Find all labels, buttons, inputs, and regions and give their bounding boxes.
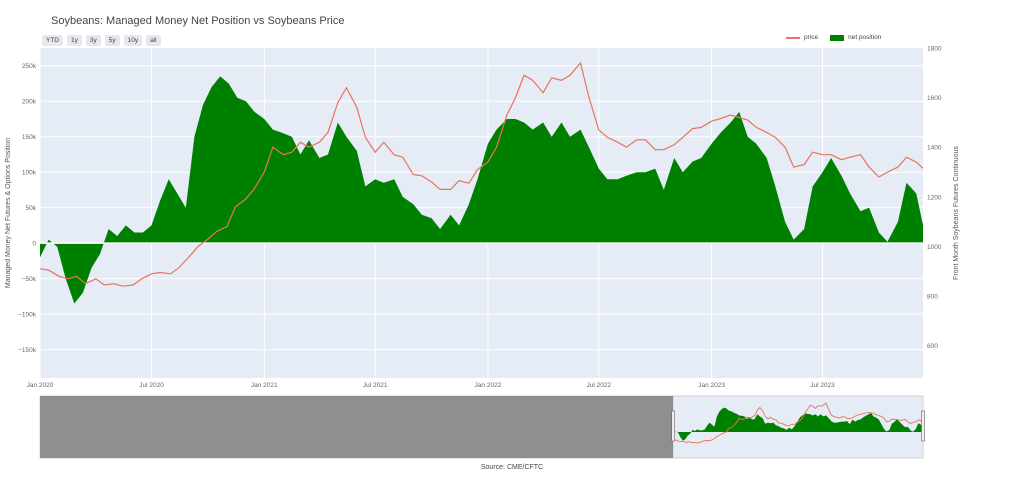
x-tick-label: Jul 2022	[587, 382, 612, 389]
series-net-position-area	[40, 76, 923, 304]
range-selector: YTD 1y 3y 5y 10y all	[42, 35, 161, 46]
y-left-tick-label: 50k	[26, 205, 37, 212]
range-button-5y[interactable]: 5y	[104, 35, 120, 46]
y-left-tick-label: 200k	[22, 99, 37, 106]
legend-label-price: price	[804, 34, 819, 41]
range-slider-handle-right[interactable]	[921, 410, 925, 442]
range-button-all[interactable]: all	[146, 35, 161, 46]
range-slider-mask	[40, 396, 674, 458]
range-button-1y[interactable]: 1y	[67, 35, 82, 46]
x-tick-label: Jan 2021	[251, 382, 278, 389]
x-tick-label: Jul 2021	[363, 382, 388, 389]
range-button-ytd[interactable]: YTD	[42, 35, 63, 46]
chart-legend: price net position	[786, 34, 881, 41]
legend-label-net-position: net position	[848, 34, 882, 41]
legend-item-price[interactable]: price	[786, 34, 818, 41]
y-left-tick-label: −150k	[18, 347, 37, 354]
y-right-tick-label: 1200	[927, 194, 942, 201]
y-right-tick-label: 800	[927, 294, 938, 301]
x-tick-label: Jan 2023	[698, 382, 725, 389]
y-right-tick-label: 1400	[927, 145, 942, 152]
y-left-tick-label: 100k	[22, 170, 37, 177]
legend-item-net-position[interactable]: net position	[830, 34, 881, 41]
y-left-tick-label: −50k	[22, 276, 37, 283]
x-tick-label: Jul 2020	[139, 382, 164, 389]
slider-price-line	[673, 402, 924, 444]
legend-swatch-price	[786, 36, 800, 39]
x-tick-label: Jan 2022	[475, 382, 502, 389]
series-price-line	[39, 61, 924, 287]
y-right-tick-label: 1800	[927, 46, 942, 53]
range-button-3y[interactable]: 3y	[85, 35, 101, 46]
y-left-tick-label: −100k	[18, 312, 37, 319]
chart-source: Source: CME/CFTC	[480, 464, 544, 471]
y-right-tick-label: 1600	[927, 95, 942, 102]
legend-swatch-net-position	[830, 34, 845, 41]
range-slider-handle-left[interactable]	[671, 410, 675, 442]
range-button-10y[interactable]: 10y	[123, 35, 143, 46]
x-tick-label: Jan 2020	[27, 382, 54, 389]
y-right-tick-label: 1000	[927, 244, 942, 251]
slider-net-position-area	[673, 407, 923, 441]
x-tick-label: Jul 2023	[810, 382, 835, 389]
y-left-tick-label: 250k	[22, 63, 37, 70]
y-left-axis-title: Managed Money Net Futures & Options Posi…	[5, 138, 12, 288]
y-left-tick-label: 0	[32, 241, 36, 248]
y-left-tick-label: 150k	[22, 134, 37, 141]
y-right-tick-label: 600	[927, 343, 938, 350]
y-right-axis-title: Front Month Soybeans Futures Continuous	[953, 146, 960, 280]
chart-title: Soybeans: Managed Money Net Position vs …	[51, 15, 345, 27]
